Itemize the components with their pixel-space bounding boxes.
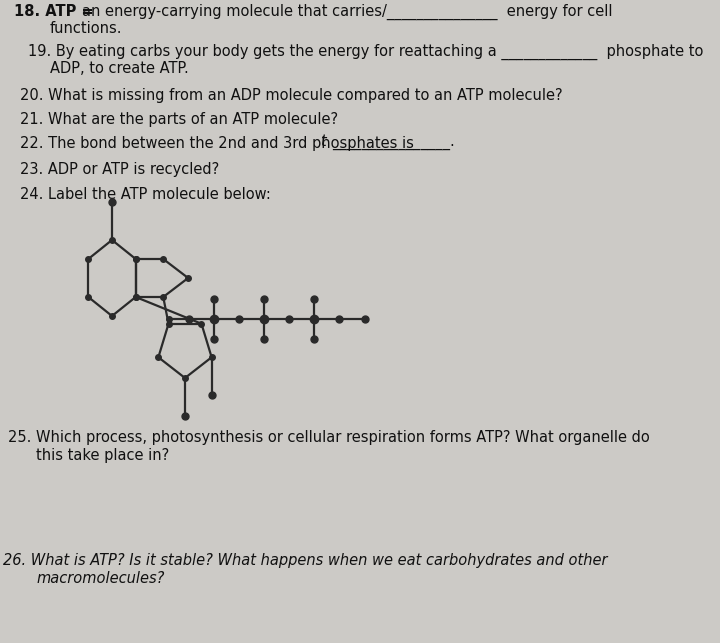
Text: 24. Label the ATP molecule below:: 24. Label the ATP molecule below: [20,187,271,202]
Text: this take place in?: this take place in? [36,448,169,463]
Text: ADP, to create ATP.: ADP, to create ATP. [50,61,189,76]
Text: 19. By eating carbs your body gets the energy for reattaching a _____________  p: 19. By eating carbs your body gets the e… [28,44,703,60]
Text: ________________.: ________________. [332,136,455,151]
Text: t: t [320,134,325,149]
Text: macromolecules?: macromolecules? [36,571,164,586]
Text: 18. ATP =: 18. ATP = [14,4,99,19]
Text: 20. What is missing from an ADP molecule compared to an ATP molecule?: 20. What is missing from an ADP molecule… [20,88,562,103]
Text: 26. What is ATP? Is it stable? What happens when we eat carbohydrates and other: 26. What is ATP? Is it stable? What happ… [3,553,608,568]
Text: functions.: functions. [50,21,122,36]
Text: 23. ADP or ATP is recycled?: 23. ADP or ATP is recycled? [20,162,220,177]
Text: an energy-carrying molecule that carries/_______________  energy for cell: an energy-carrying molecule that carries… [82,4,613,20]
Text: 22. The bond between the 2nd and 3rd phosphates is: 22. The bond between the 2nd and 3rd pho… [20,136,423,151]
Text: 21. What are the parts of an ATP molecule?: 21. What are the parts of an ATP molecul… [20,112,338,127]
Text: 25. Which process, photosynthesis or cellular respiration forms ATP? What organe: 25. Which process, photosynthesis or cel… [8,430,649,445]
